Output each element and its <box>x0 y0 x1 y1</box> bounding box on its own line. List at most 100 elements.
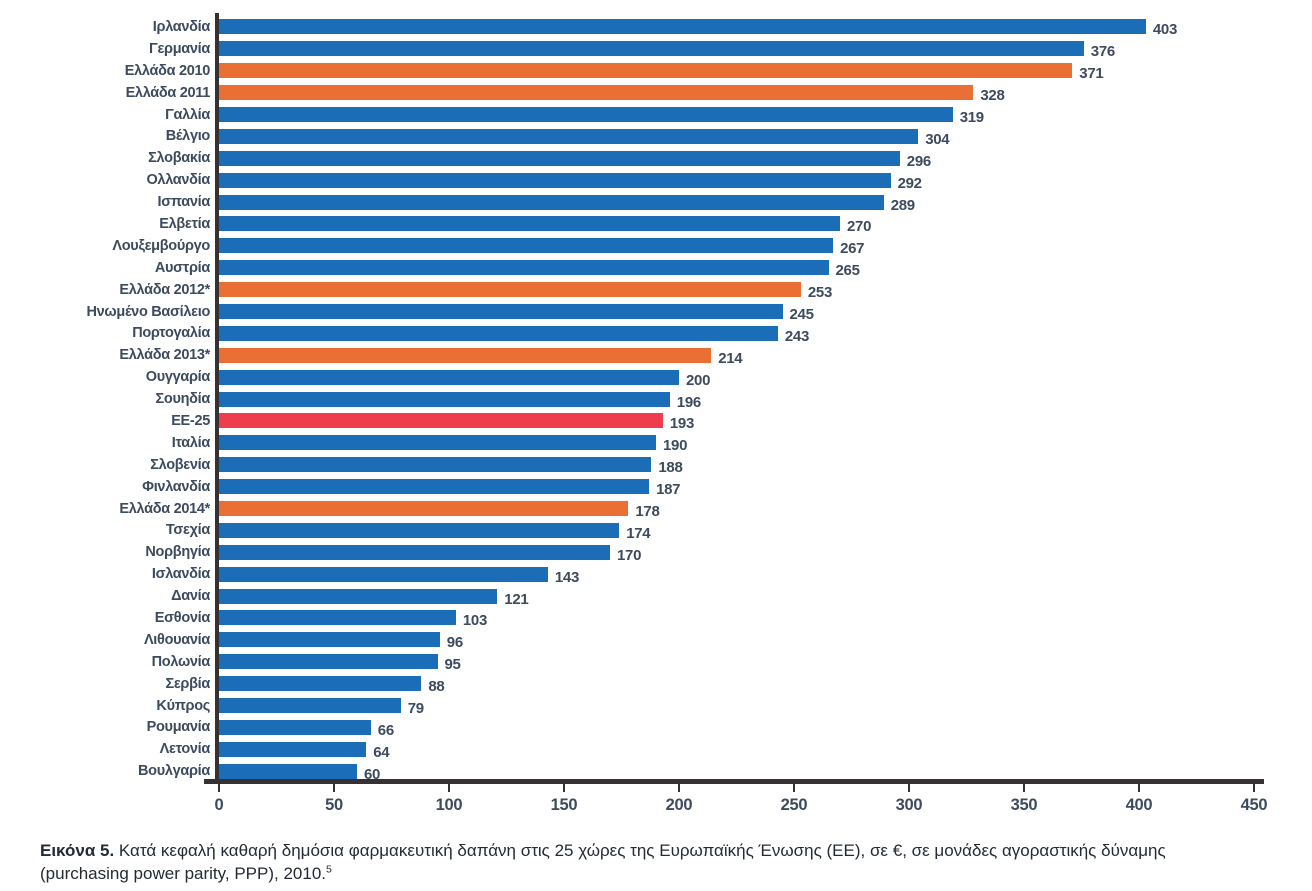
bar-value: 193 <box>669 415 695 433</box>
x-tick-label: 300 <box>895 796 923 814</box>
bar-label: Νορβηγία <box>145 544 210 561</box>
x-tick-label: 50 <box>325 796 343 814</box>
bar-value: 245 <box>789 306 814 324</box>
caption-figure-number: Εικόνα 5. <box>40 841 115 860</box>
bar-label: Ισλανδία <box>151 566 210 583</box>
bar-value: 121 <box>504 590 529 608</box>
bar-label: Δανία <box>171 588 210 605</box>
bar-value: 265 <box>835 262 860 280</box>
bar-label: Λουξεμβούργο <box>112 237 210 254</box>
x-tick-mark <box>907 784 911 792</box>
x-tick-label: 350 <box>1010 796 1038 814</box>
bar-value: 214 <box>718 349 743 367</box>
bar <box>219 128 919 144</box>
bar-value: 96 <box>446 634 463 652</box>
bar <box>219 544 610 560</box>
bar <box>219 194 884 210</box>
x-tick-label: 150 <box>550 796 578 814</box>
bar-row: ΕΕ-25 193 <box>0 410 1312 433</box>
bar <box>219 238 834 254</box>
bar-row: Σερβία 88 <box>0 673 1312 696</box>
bar-row: Εσθονία 103 <box>0 607 1312 630</box>
bar <box>219 107 953 122</box>
x-tick-label: 0 <box>214 796 224 814</box>
bar-label: Σερβία <box>165 675 210 692</box>
bar <box>219 304 783 320</box>
bar-label: Λιθουανία <box>143 631 210 648</box>
bar-label: Ισπανία <box>157 194 211 211</box>
bar-row: Ουγγαρία 200 <box>0 366 1312 389</box>
bar <box>219 260 829 276</box>
bar <box>219 19 1146 35</box>
bar <box>219 369 679 385</box>
bar-value: 196 <box>676 393 701 411</box>
x-tick-mark <box>677 784 681 792</box>
bar-value: 296 <box>906 152 931 170</box>
bar-value: 243 <box>784 327 810 345</box>
bar <box>219 325 778 341</box>
bar-label: Πολωνία <box>151 653 211 670</box>
bar-value: 178 <box>635 503 660 521</box>
bar-row: Κύπρος 79 <box>0 695 1312 718</box>
bar <box>219 522 620 538</box>
bar-label: Σουηδία <box>155 391 211 408</box>
bar-row: Ελλάδα 2013* 214 <box>0 344 1312 367</box>
bar-value: 187 <box>656 481 681 499</box>
bar-row: Βουλγαρία 60 <box>0 760 1312 783</box>
bar-row: Δανία 121 <box>0 585 1312 608</box>
bar-row: Ελβετία 270 <box>0 213 1312 236</box>
bar-label: Φινλανδία <box>142 478 210 495</box>
bar-label: Κύπρος <box>156 697 210 714</box>
bar-value: 66 <box>377 721 394 739</box>
bar-label: Ηνωμένο Βασίλειο <box>86 303 210 320</box>
bar-label: Ολλανδία <box>146 172 210 189</box>
bar-row: Λιθουανία 96 <box>0 629 1312 652</box>
bar-row: Ιταλία 190 <box>0 432 1312 455</box>
bar-value: 188 <box>658 459 683 477</box>
x-tick-mark <box>447 784 451 792</box>
bar <box>219 282 801 298</box>
bar-row: Τσεχία 174 <box>0 519 1312 542</box>
bar <box>219 391 670 407</box>
bar-row: Ισπανία 289 <box>0 191 1312 214</box>
bar-value: 60 <box>364 765 381 783</box>
bar-chart: Ιρλανδία 403 Γερμανία 376 Ελλάδα 2010 371 Ελλά… <box>0 16 1312 783</box>
caption-line2-text: (purchasing power parity, PPP), 2010. <box>40 863 326 883</box>
bar-value: 270 <box>847 218 872 236</box>
bar-value: 289 <box>890 196 915 214</box>
caption-line1: Εικόνα 5. Κατά κεφαλή καθαρή δημόσια φαρ… <box>40 840 1296 863</box>
bar <box>219 347 712 363</box>
bar-row: Γερμανία 376 <box>0 38 1312 61</box>
bar-label: Γαλλία <box>165 106 210 123</box>
x-tick-mark <box>562 784 566 792</box>
bar-value: 170 <box>617 546 642 564</box>
bar-value: 88 <box>428 678 445 696</box>
caption-footnote-ref: 5 <box>326 862 332 875</box>
bar <box>219 719 371 735</box>
bar <box>219 479 650 495</box>
bar-value: 143 <box>554 568 580 586</box>
caption-line1-text: Κατά κεφαλή καθαρή δημόσια φαρμακευτική … <box>114 841 1166 860</box>
bar-row: Πορτογαλία 243 <box>0 322 1312 345</box>
bar <box>219 457 652 473</box>
bar-row: Ελλάδα 2014* 178 <box>0 498 1312 521</box>
bar-value: 319 <box>959 109 984 126</box>
bar-label: Βουλγαρία <box>137 763 210 780</box>
bar-label: Σλοβακία <box>148 150 210 167</box>
bar-label: Ιταλία <box>171 434 211 451</box>
bar-row: Σλοβενία 188 <box>0 454 1312 477</box>
bar-label: Ελλάδα 2014* <box>119 500 210 517</box>
bar-value: 371 <box>1079 65 1104 83</box>
bar-row: Λετονία 64 <box>0 738 1312 761</box>
bar-label: Ουγγαρία <box>145 369 211 386</box>
bar-row: Σουηδία 196 <box>0 388 1312 411</box>
x-tick-mark <box>332 784 336 792</box>
bar <box>219 63 1073 79</box>
bar <box>219 676 422 692</box>
bar-value: 292 <box>897 174 922 192</box>
bar-value: 79 <box>407 700 424 718</box>
bar-label: Γερμανία <box>149 40 210 57</box>
bar-value: 174 <box>626 524 651 542</box>
bar <box>219 741 367 757</box>
bar-row: Ολλανδία 292 <box>0 169 1312 192</box>
